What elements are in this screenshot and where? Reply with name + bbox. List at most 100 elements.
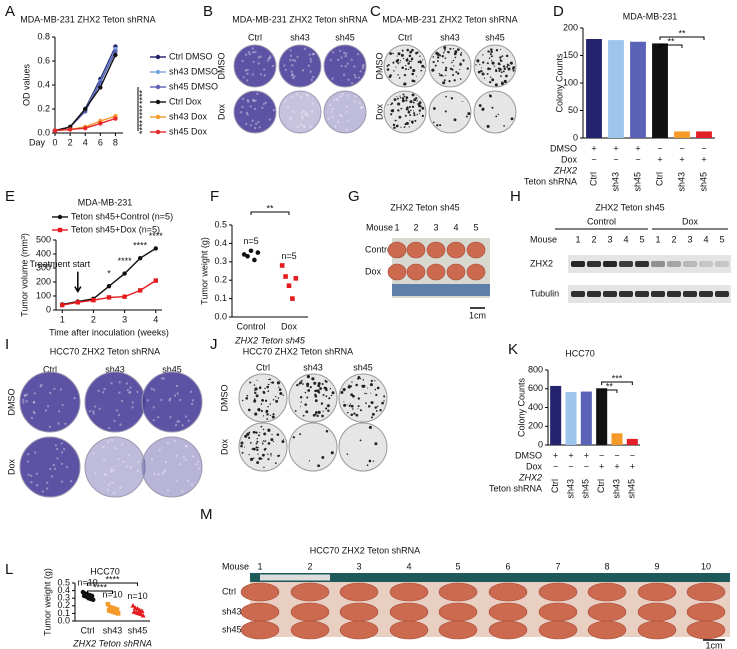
colony	[448, 80, 451, 83]
y-tick-label: 200	[36, 276, 51, 286]
colony	[347, 386, 350, 389]
plate-texture	[117, 413, 121, 417]
panel-label: H	[510, 188, 521, 205]
colony	[244, 434, 248, 438]
colony	[381, 401, 384, 405]
plate-texture	[166, 441, 170, 445]
colony	[505, 54, 509, 58]
colony	[420, 69, 423, 72]
bar	[608, 40, 624, 138]
panel-label: J	[210, 336, 218, 353]
colony	[317, 410, 321, 414]
colony	[387, 64, 390, 66]
column-label: sh45	[485, 32, 505, 42]
tumor	[290, 620, 330, 640]
colony	[258, 434, 260, 437]
tumor	[538, 620, 578, 640]
colony	[482, 54, 484, 56]
blot-band	[571, 291, 585, 297]
colony	[400, 107, 403, 110]
y-tick-label: 0.2	[37, 103, 50, 113]
colony	[417, 51, 419, 53]
colony	[454, 56, 457, 59]
plate-texture	[168, 397, 172, 401]
plate-texture	[177, 420, 181, 423]
data-point	[241, 252, 247, 257]
colony	[418, 104, 421, 108]
treatment-sign: −	[630, 450, 635, 460]
plate-texture	[245, 79, 249, 82]
colony	[255, 442, 258, 445]
plate-texture	[194, 463, 198, 466]
data-point	[286, 283, 292, 289]
plate-texture	[358, 102, 361, 105]
y-axis-label: Tumor weight (g)	[199, 237, 209, 305]
y-tick-label: 400	[36, 248, 51, 258]
colony	[457, 72, 460, 75]
tumor	[686, 602, 726, 622]
colony	[432, 56, 435, 58]
x-tick-label: sh43	[103, 625, 123, 635]
colony	[308, 460, 311, 462]
colony	[447, 51, 450, 54]
blot-band	[619, 261, 633, 267]
colony	[440, 74, 443, 77]
panel-label: F	[210, 188, 219, 205]
legend-marker	[57, 227, 63, 233]
blot-band	[635, 291, 649, 297]
colony	[302, 414, 305, 417]
plate-texture	[346, 94, 349, 97]
plate-texture	[246, 99, 250, 102]
row-label: Dox	[219, 439, 229, 456]
plate-texture	[92, 452, 95, 455]
column-label: Ctrl	[256, 362, 270, 372]
colony	[355, 383, 358, 387]
plate-texture	[353, 100, 357, 103]
colony	[270, 453, 272, 455]
plate-texture	[306, 94, 310, 97]
y-tick-label: 0.5	[57, 577, 70, 587]
colony	[399, 95, 401, 97]
colony	[267, 428, 271, 432]
plate-texture	[353, 65, 356, 68]
significance-label: *	[107, 269, 111, 279]
plate-texture	[247, 100, 250, 103]
plate-texture	[190, 402, 194, 406]
plate-texture	[310, 78, 313, 82]
colony	[436, 60, 439, 62]
colony	[500, 82, 504, 85]
colony	[466, 67, 469, 70]
y-tick-label: 0	[573, 132, 578, 142]
colony	[343, 401, 345, 403]
colony	[410, 60, 413, 62]
treatment-sign: +	[584, 450, 589, 460]
data-point	[122, 271, 127, 276]
plate-texture	[166, 489, 170, 492]
plate-texture	[62, 448, 66, 451]
colony	[269, 414, 272, 417]
plate-texture	[110, 470, 113, 473]
x-tick-label: sh43	[611, 479, 621, 499]
colony	[403, 95, 406, 98]
plate-texture	[303, 125, 306, 129]
row-label: Tubulin	[530, 288, 559, 298]
plate-texture	[107, 440, 110, 444]
plate-texture	[32, 410, 36, 414]
colony	[261, 442, 264, 445]
plate-texture	[164, 461, 168, 464]
colony	[262, 441, 264, 443]
colony	[489, 76, 492, 78]
colony	[267, 390, 270, 392]
plate-texture	[307, 64, 311, 67]
colony	[398, 77, 401, 79]
x-tick-label: 1	[60, 314, 65, 324]
colony	[357, 397, 360, 400]
plate-texture	[46, 487, 49, 490]
tumor	[240, 602, 280, 622]
plate-texture	[69, 480, 73, 483]
colony	[399, 61, 401, 64]
column-label: sh43	[105, 364, 125, 374]
colony	[411, 72, 414, 76]
colony	[502, 70, 505, 73]
treatment-sign: +	[599, 461, 604, 471]
